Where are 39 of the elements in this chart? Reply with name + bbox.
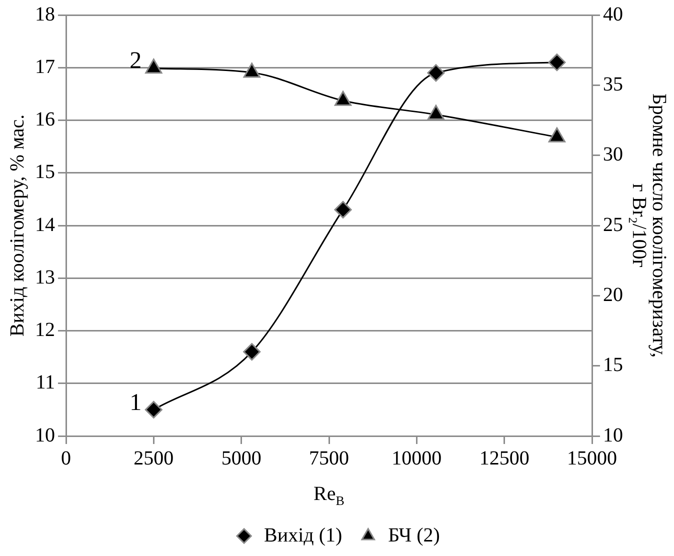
- y-tick-label: 10: [35, 424, 55, 446]
- y-axis-title: Вихід коолігомеру, % мас.: [6, 114, 28, 337]
- legend-label: Вихід (1): [264, 524, 342, 546]
- x-tick-label: 7500: [309, 447, 349, 470]
- x-tick-label: 0: [61, 447, 71, 470]
- point: [548, 54, 566, 72]
- y-tick-label: 17: [35, 56, 55, 78]
- y-tick-label: 18: [35, 3, 55, 26]
- y2-tick-label: 35: [603, 73, 623, 96]
- x-tick-label: 10000: [392, 447, 442, 470]
- point: [144, 400, 162, 418]
- y-tick-label: 13: [35, 266, 55, 288]
- y2-tick-label: 20: [603, 284, 623, 306]
- y2-tick-label: 40: [603, 3, 623, 26]
- point: [427, 64, 445, 82]
- annotation: 2: [130, 48, 142, 74]
- point: [243, 343, 261, 361]
- y-tick-label: 16: [35, 108, 55, 130]
- legend-label: БЧ (2): [388, 524, 440, 546]
- point: [243, 62, 260, 78]
- y-tick-label: 14: [35, 214, 55, 236]
- y2-tick-label: 30: [603, 144, 623, 166]
- y2-axis-title: Бромне число коолігомеризату, г Br₂/100г: [628, 93, 670, 358]
- annotation: 1: [130, 390, 142, 416]
- x-tick-label: 5000: [221, 447, 262, 470]
- y-tick-label: 15: [35, 161, 55, 184]
- point: [548, 127, 566, 142]
- point: [334, 200, 352, 218]
- y2-tick-label: 15: [603, 354, 623, 376]
- y2-tick-label: 10: [603, 424, 623, 446]
- x-tick-label: 2500: [134, 447, 174, 470]
- y2-tick-label: 25: [603, 214, 623, 236]
- y-tick-label: 11: [36, 372, 55, 394]
- point: [334, 90, 352, 106]
- point: [427, 104, 444, 120]
- x-tick-label: 12500: [479, 447, 530, 470]
- point: [145, 58, 162, 74]
- y-tick-label: 12: [35, 319, 55, 341]
- x-tick-label: 15000: [567, 447, 617, 470]
